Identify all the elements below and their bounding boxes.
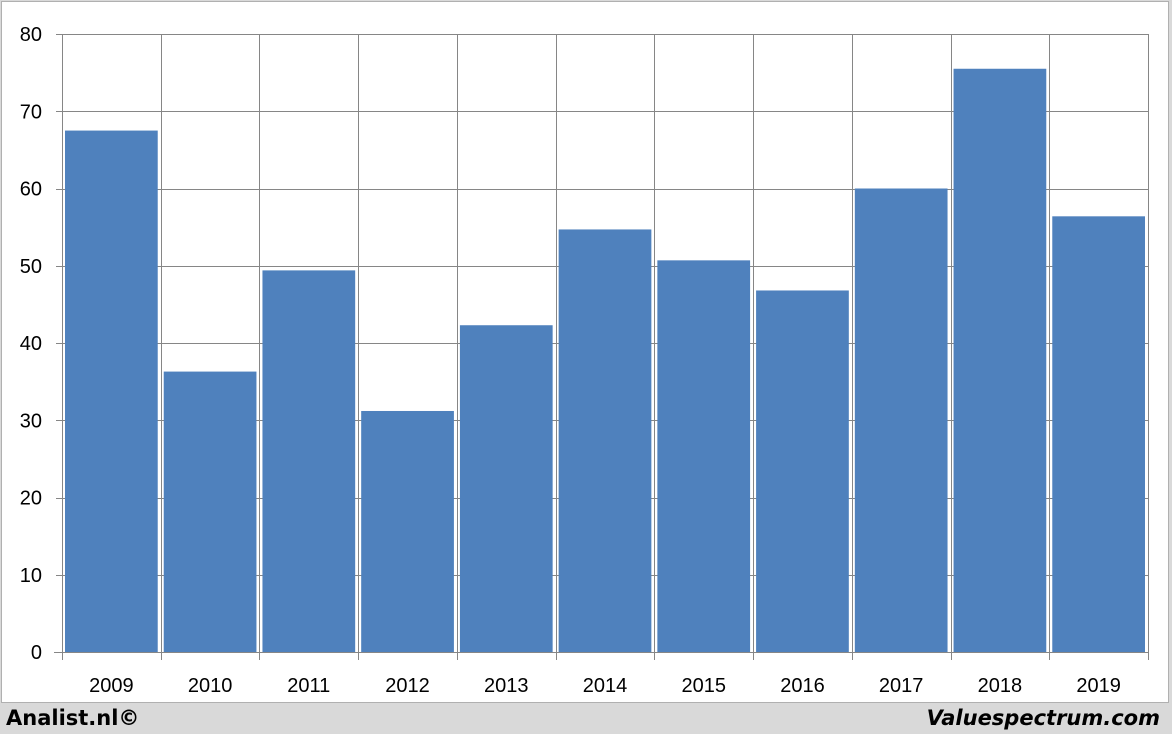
x-tick-label: 2016 (780, 675, 825, 697)
bar-2019 (1052, 216, 1145, 652)
bar-2009 (65, 130, 158, 652)
bar-chart: 0 10 20 30 40 50 60 70 80 2009 2010 2011 2012 2013 201… (20, 24, 1149, 697)
x-tick-label: 2018 (978, 675, 1023, 697)
bar-2018 (953, 68, 1047, 652)
x-tick-label: 2011 (287, 675, 330, 697)
x-tick-label: 2010 (188, 675, 233, 697)
x-tick-label: 2014 (583, 675, 628, 697)
x-tick-label: 2017 (879, 675, 924, 697)
bar-2014 (558, 229, 652, 652)
y-tick-label: 20 (20, 488, 42, 510)
footer-left-credit: Analist.nl© (6, 706, 140, 730)
bar-2010 (163, 371, 257, 652)
y-tick-label: 60 (20, 179, 42, 201)
axes (54, 34, 1149, 660)
x-tick-label: 2013 (484, 675, 529, 697)
y-tick-label: 70 (20, 101, 42, 123)
y-tick-label: 80 (20, 24, 42, 46)
x-tick-label: 2009 (89, 675, 134, 697)
footer-right-credit: Valuespectrum.com (926, 706, 1160, 730)
y-tick-label: 50 (20, 256, 42, 278)
y-tick-label: 40 (20, 333, 42, 355)
x-tick-label: 2019 (1076, 675, 1121, 697)
x-tick-label: 2015 (681, 675, 726, 697)
y-tick-label: 30 (20, 410, 42, 432)
bar-2016 (756, 290, 849, 652)
bar-2012 (361, 410, 454, 652)
bar-2017 (854, 188, 948, 652)
bar-2011 (262, 270, 356, 652)
y-tick-label: 10 (20, 565, 42, 587)
bar-2015 (657, 260, 751, 652)
x-tick-label: 2012 (385, 675, 430, 697)
bar-2013 (459, 325, 553, 652)
tick-labels: 0 10 20 30 40 50 60 70 80 2009 2010 2011 2012 2013 201… (20, 24, 1121, 697)
y-tick-label: 0 (31, 642, 42, 664)
bars (65, 68, 1145, 652)
